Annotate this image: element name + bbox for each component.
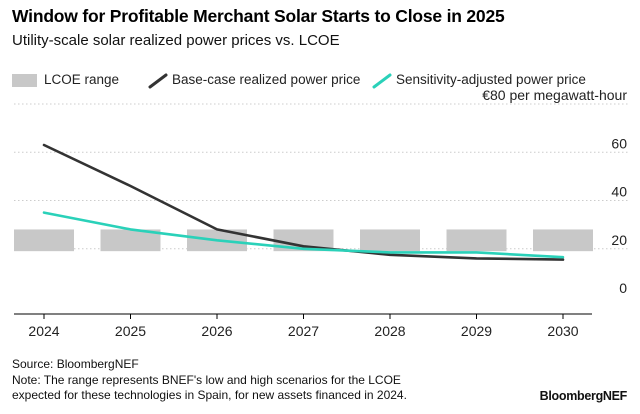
lcoe-range-box <box>100 229 161 252</box>
x-tick-label: 2025 <box>115 323 146 339</box>
y-unit-label: €80 per megawatt-hour <box>482 87 627 103</box>
y-tick-label: 0 <box>619 280 627 296</box>
lcoe-range-box <box>446 229 507 252</box>
legend-swatch-sensitivity <box>372 73 392 89</box>
x-tick-label: 2028 <box>374 323 405 339</box>
chart-title: Window for Profitable Merchant Solar Sta… <box>12 6 505 26</box>
legend-label-range: LCOE range <box>44 72 120 87</box>
note-line-1: Note: The range represents BNEF's low an… <box>12 372 401 387</box>
sensitivity-line <box>42 211 565 259</box>
footer-notes: Source: BloombergNEF Note: The range rep… <box>12 357 407 404</box>
lcoe-range-box <box>273 229 334 252</box>
y-tick-label: 60 <box>611 135 627 151</box>
lcoe-range-box <box>533 229 593 252</box>
base-case-line <box>42 143 565 261</box>
y-tick-label: 40 <box>611 184 627 200</box>
x-tick-label: 2029 <box>461 323 492 339</box>
brand-logo: BloombergNEF <box>539 389 628 403</box>
x-tick-label: 2026 <box>201 323 232 339</box>
legend-label-sensitivity: Sensitivity-adjusted power price <box>396 72 586 87</box>
note-line-2: expected for these technologies in Spain… <box>12 388 407 402</box>
lcoe-range-box <box>360 229 420 252</box>
x-tick-label: 2030 <box>547 323 578 339</box>
legend-swatch-base <box>148 73 168 89</box>
legend-swatch-range <box>12 74 37 87</box>
x-tick-label: 2024 <box>28 323 59 339</box>
lcoe-range-box <box>14 229 74 252</box>
source-text: Source: BloombergNEF <box>12 357 139 371</box>
x-tick-label: 2027 <box>288 323 319 339</box>
chart-subtitle: Utility-scale solar realized power price… <box>12 32 340 49</box>
y-tick-label: 20 <box>611 232 627 248</box>
legend-label-base: Base-case realized power price <box>172 72 361 87</box>
